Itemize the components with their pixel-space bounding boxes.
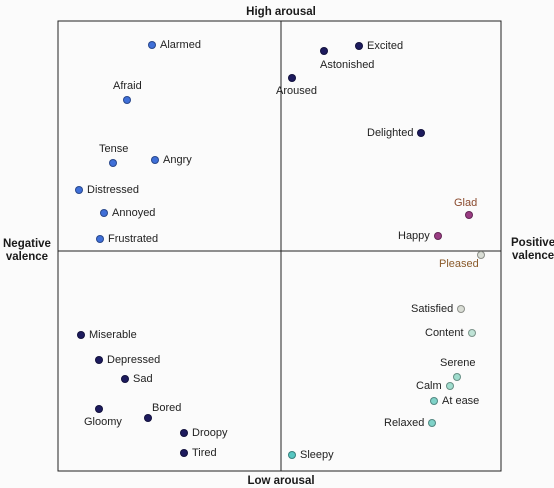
emotion-marker-calm (446, 382, 454, 390)
emotion-label-tired: Tired (192, 447, 217, 459)
emotion-label-tense: Tense (99, 143, 129, 155)
emotion-label-content: Content (425, 327, 464, 339)
emotion-label-alarmed: Alarmed (160, 39, 201, 51)
emotion-marker-tired (180, 449, 188, 457)
negative-valence-line1: Negative (3, 238, 51, 250)
emotion-label-pleased: Pleased (439, 258, 479, 270)
emotion-label-sad: Sad (133, 373, 153, 385)
emotion-marker-content (468, 329, 476, 337)
emotion-label-frustrated: Frustrated (108, 233, 159, 245)
emotion-label-droopy: Droopy (192, 427, 228, 439)
emotion-marker-at-ease (430, 397, 438, 405)
axis-label-positive-valence: Positive valence (511, 237, 554, 263)
emotion-label-annoyed: Annoyed (112, 207, 156, 219)
emotion-marker-aroused (288, 74, 296, 82)
emotion-marker-afraid (123, 96, 131, 104)
emotion-label-aroused: Aroused (276, 85, 317, 97)
emotion-marker-droopy (180, 429, 188, 437)
emotion-marker-tense (109, 159, 117, 167)
emotion-marker-bored (144, 414, 152, 422)
emotion-label-satisfied: Satisfied (411, 303, 454, 315)
emotion-marker-astonished (320, 47, 328, 55)
emotion-label-astonished: Astonished (320, 59, 375, 71)
axis-label-high-arousal: High arousal (246, 6, 316, 18)
emotion-label-relaxed: Relaxed (384, 417, 425, 429)
emotion-label-serene: Serene (440, 357, 476, 369)
emotion-marker-distressed (75, 186, 83, 194)
emotion-label-afraid: Afraid (113, 80, 142, 92)
axis-label-low-arousal: Low arousal (247, 475, 315, 487)
emotion-marker-gloomy (95, 405, 103, 413)
emotion-label-depressed: Depressed (107, 354, 161, 366)
emotion-marker-frustrated (96, 235, 104, 243)
emotion-marker-depressed (95, 356, 103, 364)
negative-valence-line2: valence (5, 251, 49, 264)
emotion-marker-annoyed (100, 209, 108, 217)
emotion-marker-happy (434, 232, 442, 240)
emotion-marker-angry (151, 156, 159, 164)
positive-valence-line1: Positive (511, 237, 554, 249)
emotion-marker-delighted (417, 129, 425, 137)
emotion-marker-satisfied (457, 305, 465, 313)
outer-border (57, 20, 502, 472)
emotion-marker-sad (121, 375, 129, 383)
emotion-label-sleepy: Sleepy (300, 449, 334, 461)
emotion-label-at-ease: At ease (442, 395, 480, 407)
axis-label-negative-valence: Negative valence (3, 238, 51, 264)
emotion-marker-miserable (77, 331, 85, 339)
emotion-marker-pleased (477, 251, 485, 259)
positive-valence-line2: valence (511, 250, 554, 263)
emotion-label-distressed: Distressed (87, 184, 139, 196)
emotion-label-excited: Excited (367, 40, 404, 52)
emotion-label-happy: Happy (398, 230, 430, 242)
emotion-marker-sleepy (288, 451, 296, 459)
emotion-label-gloomy: Gloomy (84, 416, 122, 428)
emotion-label-angry: Angry (163, 154, 192, 166)
emotion-marker-serene (453, 373, 461, 381)
emotion-label-bored: Bored (152, 402, 182, 414)
emotion-label-delighted: Delighted (367, 127, 414, 139)
emotion-marker-relaxed (428, 419, 436, 427)
emotion-marker-alarmed (148, 41, 156, 49)
emotion-marker-glad (465, 211, 473, 219)
emotion-label-glad: Glad (454, 197, 478, 209)
emotion-label-calm: Calm (416, 380, 442, 392)
emotion-marker-excited (355, 42, 363, 50)
emotion-label-miserable: Miserable (89, 329, 137, 341)
